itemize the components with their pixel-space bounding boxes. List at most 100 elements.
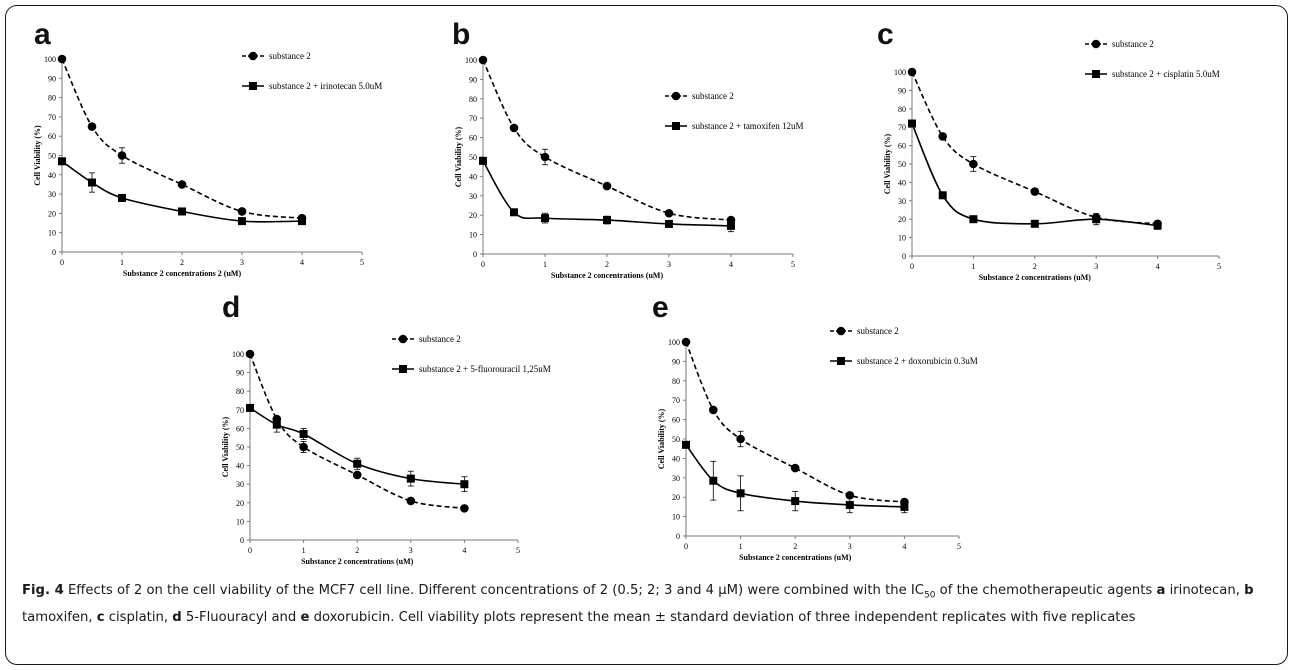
data-point	[709, 405, 718, 415]
chart-svg-a: 0 10 20 30 40 50 60 70 80 90 100 0 1 2 3 4 5 Substance 2 …	[33, 51, 382, 278]
y-tick-label: 10	[898, 234, 906, 243]
data-point	[727, 221, 735, 230]
legend-marker	[249, 82, 257, 90]
data-point	[540, 152, 550, 162]
panel-letter-a: a	[34, 18, 51, 51]
y-tick-label: 100	[894, 68, 906, 77]
x-tick-label: 0	[684, 542, 688, 551]
chart-svg-d: 0 10 20 30 40 50 60 70 80 90 100 0 1 2 3 4 5 Substance 2 …	[221, 334, 551, 566]
legend-c: substance 2 substance 2 + cisplatin 5.0uM	[1085, 39, 1220, 79]
y-tick-label: 10	[236, 517, 244, 526]
y-tick-label: 80	[672, 377, 680, 386]
chart-panel-b: b 0 10 20 30 40 50 60 70 80 90 100 0 1 2 3 4 5 Substance …	[440, 20, 860, 285]
data-point	[1030, 219, 1039, 228]
x-tick-label: 4	[300, 258, 304, 267]
data-point	[681, 337, 691, 347]
chart-svg-b: 0 10 20 30 40 50 60 70 80 90 100 0 1 2 3 4 5 Substance 2 …	[454, 55, 804, 280]
data-point	[238, 217, 246, 226]
chart-panel-d: d 0 10 20 30 40 50 60 70 80 90 100 0 1 2 3 4 5 Substance …	[210, 291, 630, 567]
data-point	[246, 403, 254, 412]
x-axis-title: Substance 2 concentrations (uM)	[739, 553, 852, 562]
y-tick-label: 60	[898, 142, 906, 151]
caption-agent-letter-c: c	[96, 609, 105, 625]
legend-marker	[248, 51, 258, 61]
data-point	[541, 214, 549, 223]
data-point	[117, 151, 127, 160]
x-tick-label: 0	[481, 260, 485, 269]
y-axis-title: Cell Viability (%)	[883, 133, 892, 194]
data-point	[736, 434, 745, 444]
series-substance-2-b	[478, 55, 736, 225]
data-point	[665, 219, 673, 228]
legend-marker	[399, 365, 407, 373]
x-tick-label: 0	[60, 258, 64, 267]
y-tick-label: 10	[469, 231, 477, 240]
data-point	[87, 122, 97, 131]
axes-a: 0 10 20 30 40 50 60 70 80 90 100 0 1 2 3 4 5	[44, 55, 364, 267]
data-point	[298, 217, 306, 226]
x-tick-label: 5	[516, 546, 520, 555]
legend-label: substance 2	[1112, 39, 1154, 49]
legend-label: substance 2	[269, 51, 311, 61]
legend-label: substance 2 + cisplatin 5.0uM	[1112, 69, 1220, 79]
data-point	[1153, 221, 1162, 230]
y-tick-label: 30	[672, 474, 680, 483]
legend-b: substance 2 substance 2 + tamoxifen 12uM	[665, 91, 804, 131]
y-tick-label: 60	[236, 424, 244, 433]
y-tick-label: 0	[676, 532, 680, 541]
data-point	[245, 349, 255, 359]
y-tick-label: 90	[898, 86, 906, 95]
y-tick-label: 70	[672, 396, 680, 405]
axes-d: 0 10 20 30 40 50 60 70 80 90 100 0 1 2 3 4 5	[232, 350, 520, 555]
y-tick-label: 100	[232, 350, 244, 359]
data-point	[299, 442, 308, 452]
series-combination-c	[908, 119, 1162, 230]
x-tick-label: 0	[248, 546, 252, 555]
legend-label: substance 2 + irinotecan 5.0uM	[269, 81, 382, 91]
data-point	[237, 207, 247, 216]
chart-panel-a: a 0 10 20 30 40 50 60 70 80 90 100 0 1 2 3 4 5 Substance …	[22, 20, 422, 285]
y-tick-label: 70	[48, 113, 56, 122]
series-substance-2-a	[57, 54, 307, 223]
data-point	[603, 216, 611, 225]
data-point	[406, 474, 415, 483]
series-combination-a	[58, 157, 306, 226]
y-tick-label: 50	[469, 153, 477, 162]
y-tick-label: 40	[898, 178, 906, 187]
caption-agent-letter-a: a	[1156, 583, 1166, 598]
caption-agent-a: irinotecan,	[1165, 583, 1245, 598]
series-combination-b	[479, 156, 735, 233]
legend-label: substance 2 + 5-fluorouracil 1,25uM	[419, 364, 551, 374]
x-tick-label: 4	[1156, 262, 1160, 271]
legend-label: substance 2	[419, 334, 461, 344]
y-tick-label: 30	[469, 192, 477, 201]
x-axis-title: Substance 2 concentrations (uM)	[551, 271, 664, 280]
x-tick-label: 4	[729, 260, 733, 269]
figure-frame	[5, 5, 1288, 665]
x-tick-label: 3	[240, 258, 244, 267]
caption-lead: Effects of 2 on the cell viability of th…	[63, 583, 925, 598]
data-point	[736, 489, 745, 498]
y-axis-title: Cell Viability (%)	[657, 408, 666, 469]
y-axis-title: Cell Viability (%)	[33, 125, 42, 186]
data-point	[900, 502, 909, 511]
panel-letter-d: d	[222, 291, 241, 324]
data-point	[791, 497, 800, 506]
data-point	[938, 132, 947, 141]
series-line	[911, 123, 1158, 227]
caption-agent-b: tamoxifen,	[22, 609, 97, 625]
x-tick-label: 1	[120, 258, 124, 267]
x-tick-label: 2	[605, 260, 609, 269]
y-tick-label: 30	[898, 197, 906, 206]
series-line	[249, 353, 465, 510]
y-tick-label: 0	[473, 250, 477, 259]
y-tick-label: 0	[902, 252, 906, 261]
y-tick-label: 0	[240, 536, 244, 545]
legend-label: substance 2	[692, 91, 734, 101]
caption-agent-d: 5-Fluouracyl and	[181, 609, 301, 625]
legend-a: substance 2 substance 2 + irinotecan 5.0u…	[242, 51, 382, 91]
caption-agent-e: doxorubicin.	[309, 609, 395, 625]
x-tick-label: 3	[667, 260, 671, 269]
series-combination-d	[246, 403, 469, 493]
x-tick-label: 5	[1217, 262, 1221, 271]
